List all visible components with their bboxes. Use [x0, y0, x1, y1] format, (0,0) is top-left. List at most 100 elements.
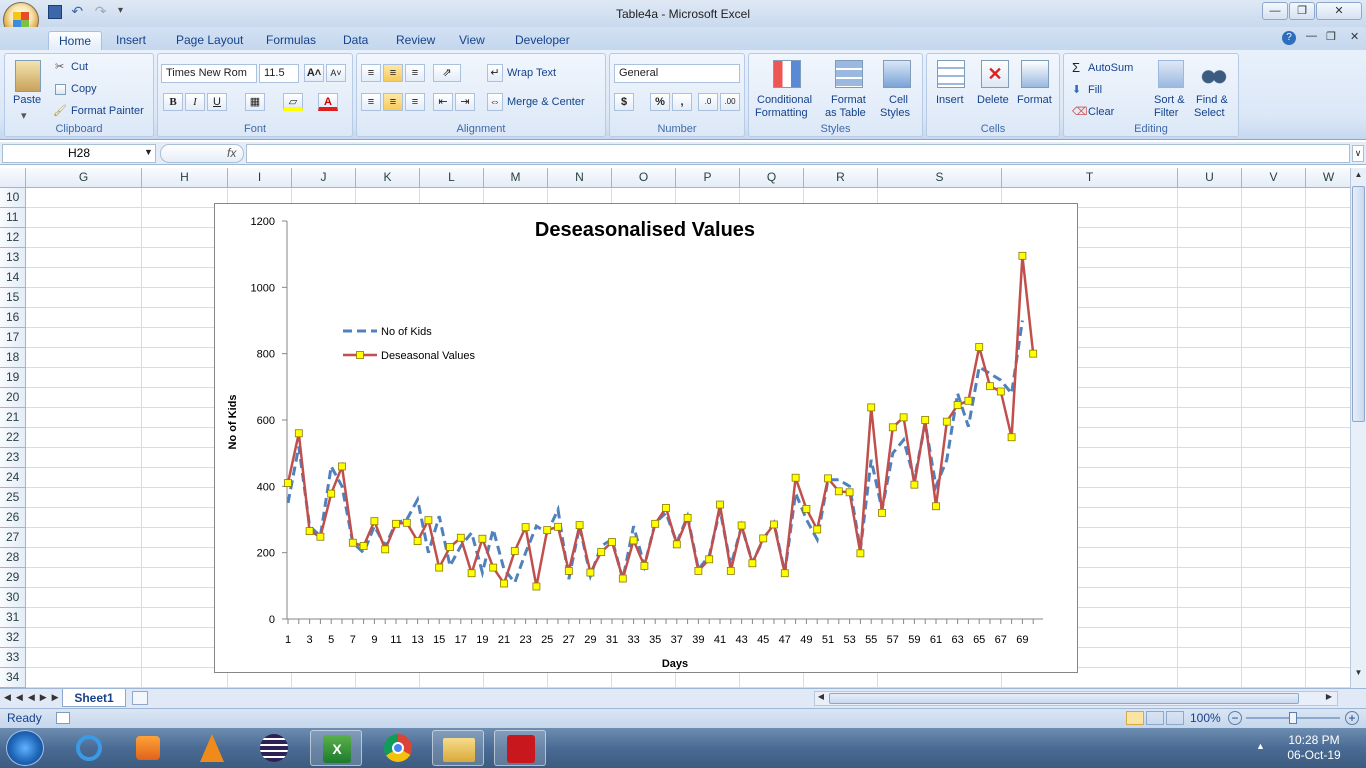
sort-filter-label-1[interactable]: Sort & [1154, 94, 1185, 106]
fill-button[interactable]: Fill [1088, 84, 1103, 96]
column-header-k[interactable]: K [356, 168, 420, 188]
page-layout-view-icon[interactable] [1146, 711, 1164, 725]
row-header-33[interactable]: 33 [0, 648, 26, 668]
sheet-navigation-icons[interactable]: ◀◀◀▶▶▶ [4, 692, 76, 702]
scroll-down-icon[interactable]: ▼ [1354, 668, 1363, 677]
font-name-combo[interactable]: Times New Rom [161, 64, 257, 83]
tab-review[interactable]: Review [396, 33, 436, 47]
paste-dropdown-icon[interactable]: ▾ [21, 110, 27, 122]
row-header-31[interactable]: 31 [0, 608, 26, 628]
tab-insert[interactable]: Insert [116, 33, 147, 47]
row-header-13[interactable]: 13 [0, 248, 26, 268]
format-cells-button[interactable]: Format [1017, 94, 1052, 106]
percent-button[interactable]: % [650, 93, 670, 111]
decrease-indent-icon[interactable]: ⇤ [433, 93, 453, 111]
insert-function-button[interactable]: fx [160, 144, 244, 163]
eclipse-icon[interactable] [248, 730, 300, 766]
close-button[interactable]: ✕ [1316, 2, 1362, 20]
row-header-29[interactable]: 29 [0, 568, 26, 588]
select-all-corner[interactable] [0, 168, 26, 188]
format-as-table-label-1[interactable]: Format [831, 94, 866, 106]
name-box-dropdown-icon[interactable]: ▼ [144, 147, 153, 157]
normal-view-icon[interactable] [1126, 711, 1144, 725]
row-header-24[interactable]: 24 [0, 468, 26, 488]
row-header-12[interactable]: 12 [0, 228, 26, 248]
bold-button[interactable]: B [163, 93, 183, 111]
macro-record-icon[interactable] [56, 712, 70, 724]
row-header-26[interactable]: 26 [0, 508, 26, 528]
paste-icon[interactable] [15, 60, 41, 92]
zoom-level[interactable]: 100% [1190, 711, 1221, 725]
borders-icon[interactable]: ▦ [245, 93, 265, 111]
paste-button[interactable]: Paste [13, 94, 42, 106]
zoom-in-icon[interactable]: + [1345, 711, 1359, 725]
insert-cells-button[interactable]: Insert [936, 94, 964, 106]
sheet-tab-sheet1[interactable]: Sheet1 [62, 689, 126, 707]
clear-button[interactable]: Clear [1088, 106, 1115, 118]
decrease-decimal-icon[interactable]: .00 [720, 93, 740, 111]
tab-data[interactable]: Data [343, 33, 369, 47]
find-select-label-2[interactable]: Select [1194, 107, 1225, 119]
vertical-scrollbar[interactable]: ▲ ▼ [1350, 168, 1366, 688]
tab-formulas[interactable]: Formulas [266, 33, 317, 47]
start-button-icon[interactable] [6, 730, 44, 766]
row-header-10[interactable]: 10 [0, 188, 26, 208]
column-header-o[interactable]: O [612, 168, 676, 188]
align-top-icon[interactable]: ≡ [361, 64, 381, 82]
acrobat-icon[interactable] [494, 730, 546, 766]
find-select-label-1[interactable]: Find & [1196, 94, 1228, 106]
customize-qat-icon[interactable]: ▾ [118, 4, 124, 16]
delete-cells-button[interactable]: Delete [977, 94, 1009, 106]
column-header-v[interactable]: V [1242, 168, 1306, 188]
workbook-close-icon[interactable]: ✕ [1350, 31, 1360, 43]
number-format-combo[interactable]: General [614, 64, 740, 83]
row-header-22[interactable]: 22 [0, 428, 26, 448]
row-header-20[interactable]: 20 [0, 388, 26, 408]
media-player-icon[interactable] [122, 730, 174, 766]
cut-button[interactable]: Cut [71, 61, 89, 73]
redo-icon[interactable]: ↷ [94, 2, 107, 19]
fill-color-icon[interactable]: ▱ [283, 93, 303, 111]
horizontal-scroll-thumb[interactable] [829, 693, 1299, 704]
row-header-16[interactable]: 16 [0, 308, 26, 328]
page-break-view-icon[interactable] [1166, 711, 1184, 725]
align-center-icon[interactable]: ≡ [383, 93, 403, 111]
row-header-17[interactable]: 17 [0, 328, 26, 348]
currency-button[interactable]: $ [614, 93, 634, 111]
chart[interactable]: Deseasonalised Values Days No of Kids 0 2… [214, 203, 1078, 673]
column-header-m[interactable]: M [484, 168, 548, 188]
internet-explorer-icon[interactable] [64, 730, 116, 766]
workbook-restore-icon[interactable]: ❐ [1326, 31, 1336, 43]
column-header-q[interactable]: Q [740, 168, 804, 188]
tab-developer[interactable]: Developer [515, 33, 570, 47]
wrap-text-button[interactable]: Wrap Text [507, 67, 557, 79]
tray-expand-icon[interactable]: ▲ [1256, 741, 1265, 751]
cell-styles-label-1[interactable]: Cell [889, 94, 908, 106]
align-middle-icon[interactable]: ≡ [383, 64, 403, 82]
align-left-icon[interactable]: ≡ [361, 93, 381, 111]
row-header-15[interactable]: 15 [0, 288, 26, 308]
row-header-11[interactable]: 11 [0, 208, 26, 228]
help-icon[interactable]: ? [1282, 31, 1296, 45]
sort-filter-label-2[interactable]: Filter [1154, 107, 1179, 119]
vertical-scroll-thumb[interactable] [1352, 186, 1365, 422]
conditional-formatting-label-1[interactable]: Conditional [757, 94, 813, 106]
expand-formula-bar-icon[interactable]: ∨ [1352, 145, 1364, 162]
column-header-w[interactable]: W [1306, 168, 1352, 188]
zoom-slider-thumb[interactable] [1289, 712, 1297, 724]
horizontal-scrollbar[interactable]: ◀ ▶ [814, 691, 1338, 706]
column-header-n[interactable]: N [548, 168, 612, 188]
row-header-21[interactable]: 21 [0, 408, 26, 428]
restore-button[interactable]: ❐ [1289, 2, 1315, 20]
cell-styles-label-2[interactable]: Styles [880, 107, 910, 119]
column-header-p[interactable]: P [676, 168, 740, 188]
orientation-icon[interactable]: ⇗ [433, 64, 461, 82]
increase-indent-icon[interactable]: ⇥ [455, 93, 475, 111]
row-header-19[interactable]: 19 [0, 368, 26, 388]
font-size-combo[interactable]: 11.5 [259, 64, 299, 83]
row-header-14[interactable]: 14 [0, 268, 26, 288]
ribbon-minimize-icon[interactable]: — [1306, 30, 1317, 42]
tab-home[interactable]: Home [48, 31, 103, 50]
scroll-right-icon[interactable]: ▶ [1325, 692, 1333, 701]
column-header-j[interactable]: J [292, 168, 356, 188]
